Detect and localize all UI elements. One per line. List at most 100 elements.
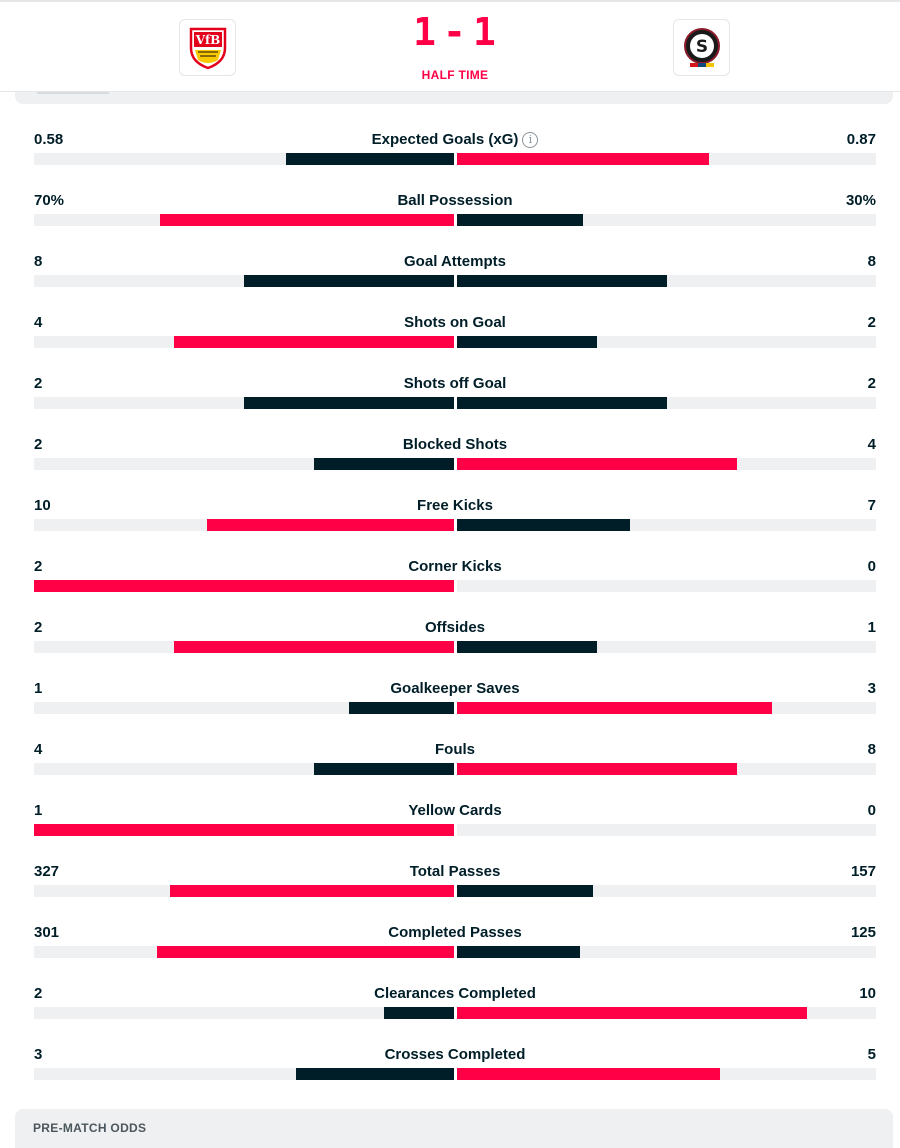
home-team-logo[interactable]: VfB <box>179 19 236 76</box>
away-bar-track <box>457 702 876 714</box>
away-stat-value: 8 <box>867 253 876 270</box>
stat-category: Expected Goals (xG) i <box>34 131 876 148</box>
home-stat-value: 1 <box>34 802 43 819</box>
away-team-logo[interactable]: S <box>673 19 730 76</box>
stat-category: Corner Kicks <box>34 558 876 575</box>
away-bar-track <box>457 397 876 409</box>
away-bar-fill <box>457 946 580 958</box>
stat-category-label: Crosses Completed <box>384 1046 526 1063</box>
stat-category-label: Corner Kicks <box>408 558 502 575</box>
away-bar-fill <box>457 275 667 287</box>
stat-category: Yellow Cards <box>34 802 876 819</box>
away-stat-value: 7 <box>867 497 876 514</box>
home-bar-track <box>34 885 454 897</box>
home-score: 1 <box>413 10 438 54</box>
home-bar-track <box>34 458 454 470</box>
pre-match-odds-title: PRE-MATCH ODDS <box>33 1121 147 1135</box>
home-stat-value: 70% <box>34 192 65 209</box>
stat-category: Clearances Completed <box>34 985 876 1002</box>
stat-row: 1 Yellow Cards 0 <box>34 802 876 863</box>
tab-indicator <box>37 92 109 94</box>
stat-category-label: Fouls <box>435 741 475 758</box>
away-bar-fill <box>457 885 593 897</box>
stat-row: 4 Shots on Goal 2 <box>34 314 876 375</box>
away-bar-track <box>457 580 876 592</box>
away-bar-fill <box>457 397 667 409</box>
stat-row: 0.58 Expected Goals (xG) i 0.87 <box>34 131 876 192</box>
stat-row: 2 Clearances Completed 10 <box>34 985 876 1046</box>
home-bar-track <box>34 214 454 226</box>
sparta-crest-icon: S <box>683 27 720 67</box>
away-stat-value: 0.87 <box>846 131 876 148</box>
home-stat-value: 4 <box>34 314 43 331</box>
away-bar-track <box>457 458 876 470</box>
away-stat-value: 10 <box>859 985 876 1002</box>
stat-row: 2 Blocked Shots 4 <box>34 436 876 497</box>
home-stat-value: 2 <box>34 985 43 1002</box>
away-stat-value: 8 <box>867 741 876 758</box>
away-stat-value: 0 <box>867 558 876 575</box>
tab-strip <box>15 92 893 104</box>
stat-category-label: Yellow Cards <box>408 802 502 819</box>
away-stat-value: 4 <box>867 436 876 453</box>
stat-category: Completed Passes <box>34 924 876 941</box>
svg-text:VfB: VfB <box>194 33 220 47</box>
stat-category: Blocked Shots <box>34 436 876 453</box>
away-stat-value: 125 <box>850 924 876 941</box>
home-bar-fill <box>160 214 454 226</box>
stat-category-label: Goalkeeper Saves <box>390 680 520 697</box>
stat-category: Shots on Goal <box>34 314 876 331</box>
stat-row: 10 Free Kicks 7 <box>34 497 876 558</box>
stat-category-label: Completed Passes <box>388 924 522 941</box>
stat-category-label: Expected Goals (xG) <box>371 131 519 148</box>
home-bar-track <box>34 580 454 592</box>
away-stat-value: 3 <box>867 680 876 697</box>
home-bar-fill <box>34 824 454 836</box>
home-bar-track <box>34 1068 454 1080</box>
home-bar-track <box>34 153 454 165</box>
away-bar-fill <box>457 702 772 714</box>
away-bar-track <box>457 214 876 226</box>
home-bar-fill <box>174 336 454 348</box>
home-bar-fill <box>314 763 454 775</box>
away-bar-track <box>457 519 876 531</box>
stat-category-label: Clearances Completed <box>374 985 536 1002</box>
stat-category: Shots off Goal <box>34 375 876 392</box>
away-bar-track <box>457 763 876 775</box>
stat-row: 4 Fouls 8 <box>34 741 876 802</box>
home-stat-value: 2 <box>34 619 43 636</box>
away-bar-track <box>457 1068 876 1080</box>
stat-category: Total Passes <box>34 863 876 880</box>
home-stat-value: 1 <box>34 680 43 697</box>
home-bar-track <box>34 275 454 287</box>
away-bar-fill <box>457 1068 720 1080</box>
svg-text:S: S <box>695 37 707 57</box>
stat-category-label: Offsides <box>424 619 485 636</box>
away-stat-value: 5 <box>867 1046 876 1063</box>
match-status: HALF TIME <box>421 68 489 82</box>
match-header: VfB 1-1 HALF TIME S <box>0 0 900 92</box>
stat-row: 2 Offsides 1 <box>34 619 876 680</box>
away-bar-track <box>457 824 876 836</box>
pre-match-odds-section[interactable]: PRE-MATCH ODDS <box>15 1109 893 1148</box>
stat-row: 1 Goalkeeper Saves 3 <box>34 680 876 741</box>
vfb-crest-icon: VfB <box>189 27 226 69</box>
home-bar-track <box>34 641 454 653</box>
stat-category: Goal Attempts <box>34 253 876 270</box>
home-bar-track <box>34 1007 454 1019</box>
home-bar-track <box>34 336 454 348</box>
away-bar-track <box>457 275 876 287</box>
home-stat-value: 8 <box>34 253 43 270</box>
stat-category: Fouls <box>34 741 876 758</box>
info-icon[interactable]: i <box>522 132 539 148</box>
score-separator: - <box>443 10 467 54</box>
stat-row: 327 Total Passes 157 <box>34 863 876 924</box>
away-bar-fill <box>457 336 597 348</box>
stat-category-label: Shots off Goal <box>403 375 507 392</box>
home-stat-value: 2 <box>34 375 43 392</box>
away-bar-fill <box>457 763 737 775</box>
home-bar-fill <box>174 641 454 653</box>
home-bar-track <box>34 702 454 714</box>
away-stat-value: 157 <box>850 863 876 880</box>
home-bar-fill <box>349 702 454 714</box>
